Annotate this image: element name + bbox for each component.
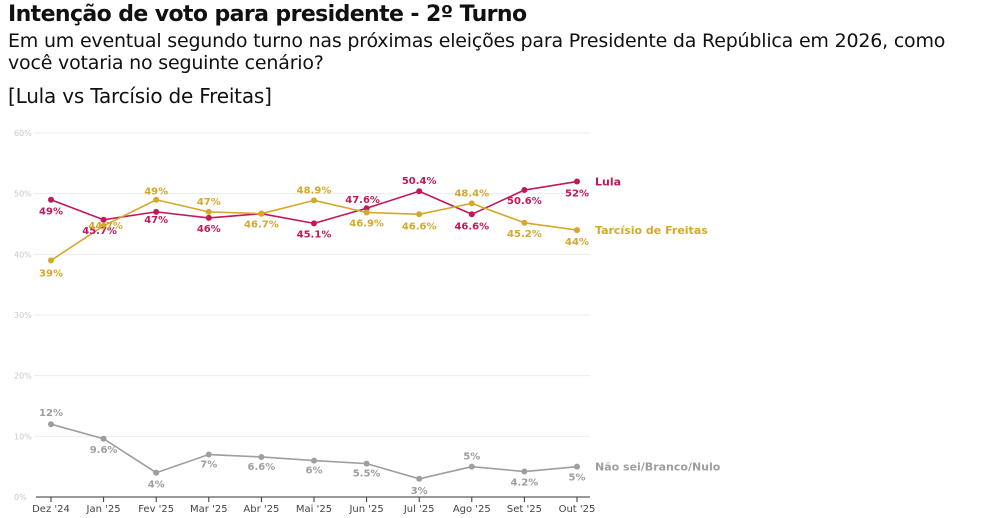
data-point	[205, 208, 212, 215]
data-point	[468, 463, 475, 470]
data-point	[416, 188, 423, 195]
data-label: 46.9%	[349, 218, 384, 229]
data-point	[205, 214, 212, 221]
x-tick-label: Mai '25	[296, 504, 332, 515]
data-label: 48.9%	[297, 185, 332, 196]
data-point	[311, 220, 317, 227]
chart-title: Intenção de voto para presidente - 2º Tu…	[8, 2, 527, 27]
series-name-label: Não sei/Branco/Nulo	[595, 461, 721, 474]
data-point	[153, 469, 160, 476]
x-tick-label: Dez '24	[32, 504, 70, 515]
data-point	[468, 200, 475, 207]
x-tick-label: Jun '25	[348, 504, 383, 515]
data-label: 49%	[144, 187, 168, 198]
data-label: 5%	[463, 452, 480, 463]
x-tick-label: Fev '25	[138, 504, 174, 515]
x-axis: Dez '24 Jan '25 Fev '25 Mar '25 Abr '25 Mai '…	[32, 496, 596, 515]
data-label: 50.6%	[507, 196, 542, 207]
data-label: 47%	[197, 197, 221, 208]
x-tick-label: Out '25	[559, 504, 596, 515]
data-point	[574, 463, 580, 470]
y-tick-label: 10%	[14, 432, 32, 441]
data-label: 46.6%	[454, 221, 489, 232]
data-label: 52%	[565, 189, 589, 200]
data-label: 39%	[39, 268, 63, 279]
y-tick-label: 0%	[14, 493, 27, 502]
data-point	[48, 257, 54, 264]
data-point	[363, 205, 370, 212]
data-point	[311, 457, 317, 464]
data-point	[258, 453, 265, 460]
data-label: 4.2%	[511, 478, 539, 489]
data-label: 6.6%	[248, 462, 276, 473]
data-label: 45.7%	[82, 226, 117, 237]
data-point	[153, 196, 160, 203]
data-point	[363, 460, 370, 467]
data-label: 47.6%	[345, 195, 380, 206]
data-label: 6%	[306, 466, 323, 477]
data-point	[521, 187, 528, 194]
y-tick-label: 30%	[14, 311, 32, 320]
scenario-label: [Lula vs Tarcísio de Freitas]	[8, 84, 272, 108]
data-label: 50.4%	[402, 176, 437, 187]
y-tick-label: 60%	[14, 129, 32, 138]
data-point	[521, 468, 528, 475]
y-tick-label: 50%	[14, 190, 32, 199]
data-point	[258, 210, 265, 217]
data-label: 7%	[200, 460, 217, 471]
line-chart: 0% 10% 20% 30% 40% 50% 60% Dez '24 Jan '25 Fev '…	[14, 129, 721, 515]
data-point	[311, 197, 317, 204]
data-point	[48, 196, 54, 203]
data-point	[100, 435, 107, 442]
data-label: 5%	[569, 473, 586, 484]
y-tick-label: 40%	[14, 250, 32, 259]
data-point	[363, 209, 370, 216]
data-label: 9.6%	[90, 445, 118, 456]
data-label: 47%	[144, 215, 168, 226]
data-point	[521, 219, 528, 226]
x-tick-label: Jul '25	[403, 504, 435, 515]
x-tick-label: Mar '25	[190, 504, 228, 515]
data-label: 44.7%	[88, 221, 123, 232]
x-tick-label: Set '25	[507, 504, 542, 515]
data-label: 49%	[39, 207, 63, 218]
data-label: 46%	[197, 224, 221, 235]
data-point	[100, 216, 107, 223]
chart-subtitle: Em um eventual segundo turno nas próxima…	[8, 30, 946, 74]
data-label: 44%	[565, 237, 589, 248]
data-label: 5.5%	[353, 469, 381, 480]
series-name-label: Lula	[595, 176, 621, 189]
data-label: 45.1%	[297, 229, 332, 240]
data-point	[574, 178, 580, 185]
data-label: 46.6%	[402, 221, 437, 232]
data-label: 12%	[39, 408, 63, 419]
series-name-label: Tarcísio de Freitas	[595, 224, 708, 237]
y-tick-label: 20%	[14, 372, 32, 381]
data-point	[48, 421, 54, 428]
data-label: 46.7%	[244, 220, 279, 231]
data-point	[153, 208, 160, 215]
data-point	[468, 211, 475, 218]
data-label: 48.4%	[454, 188, 489, 199]
data-label: 45.2%	[507, 229, 542, 240]
x-tick-label: Abr '25	[243, 504, 279, 515]
data-label: 4%	[148, 480, 165, 491]
data-point	[574, 227, 580, 234]
series-layer	[48, 178, 580, 482]
data-point	[416, 211, 423, 218]
grid-layer: 0% 10% 20% 30% 40% 50% 60%	[14, 129, 590, 502]
x-tick-label: Jan '25	[86, 504, 121, 515]
data-point	[205, 451, 212, 458]
data-point	[416, 475, 423, 482]
data-label-layer: 49% 45.7% 47% 46% 45.1% 47.6% 50.4% 46.6% 50.6% 5…	[39, 176, 721, 497]
data-point	[100, 222, 107, 229]
x-tick-label: Ago '25	[453, 504, 491, 515]
data-label: 3%	[411, 486, 428, 497]
